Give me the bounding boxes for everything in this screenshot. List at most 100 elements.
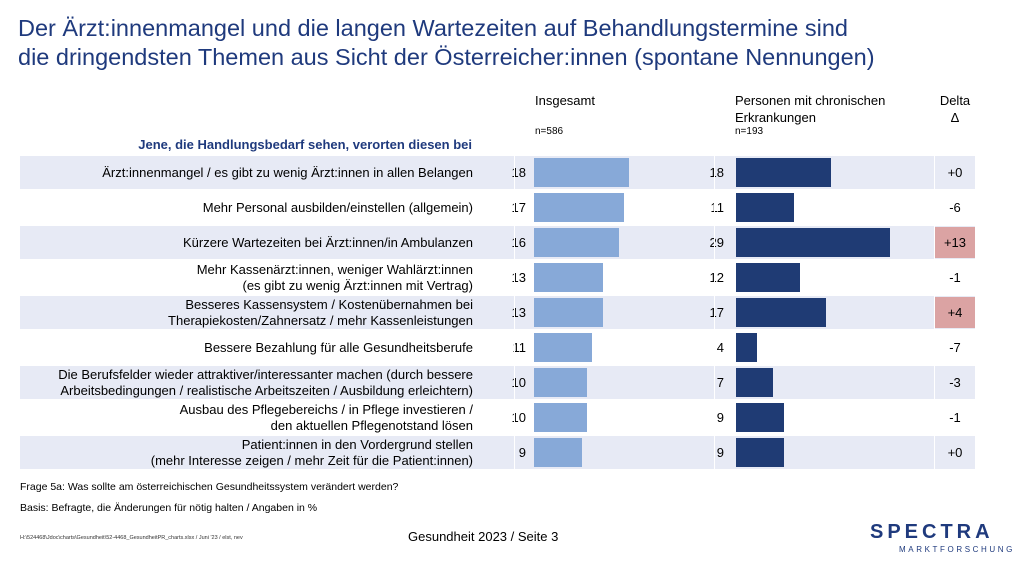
value-label-chronic: 11 <box>710 200 725 215</box>
category-label-text: Patient:innen in den Vordergrund stellen… <box>151 437 473 469</box>
chart-row: Bessere Bezahlung für alle Gesundheitsbe… <box>20 331 975 364</box>
category-label: Kürzere Wartezeiten bei Ärzt:innen/in Am… <box>20 226 473 259</box>
value-label-total: 9 <box>518 445 526 460</box>
chart-row: Besseres Kassensystem / Kostenübernahmen… <box>20 296 975 329</box>
category-label-line: Besseres Kassensystem / Kostenübernahmen… <box>185 296 473 312</box>
value-label-total: 18 <box>511 165 526 180</box>
bar-total <box>534 298 603 327</box>
bar-total <box>534 228 619 257</box>
value-label-total: 17 <box>511 200 526 215</box>
category-label-line: Arbeitsbedingungen / realistische Arbeit… <box>60 382 473 398</box>
question-note: Frage 5a: Was sollte am österreichischen… <box>20 481 399 493</box>
category-label-line: Ärzt:innenmangel / es gibt zu wenig Ärzt… <box>102 164 473 180</box>
column-header-chronic: Personen mit chronischen Erkrankungen <box>735 92 885 126</box>
category-label-line: Bessere Bezahlung für alle Gesundheitsbe… <box>204 339 473 355</box>
category-label-line: Therapiekosten/Zahnersatz / mehr Kassenl… <box>168 312 473 328</box>
bar-chronic <box>736 333 758 362</box>
bar-chart: Ärzt:innenmangel / es gibt zu wenig Ärzt… <box>20 156 975 471</box>
category-label: Besseres Kassensystem / Kostenübernahmen… <box>20 296 473 329</box>
bar-chronic <box>736 298 827 327</box>
column-divider <box>714 156 715 471</box>
chart-row: Mehr Kassenärzt:innen, weniger Wahlärzt:… <box>20 261 975 294</box>
chart-row: Die Berufsfelder wieder attraktiver/inte… <box>20 366 975 399</box>
category-label: Bessere Bezahlung für alle Gesundheitsbe… <box>20 331 473 364</box>
bar-total <box>534 403 587 432</box>
category-label: Ärzt:innenmangel / es gibt zu wenig Ärzt… <box>20 156 473 189</box>
category-label-text: Mehr Personal ausbilden/einstellen (allg… <box>203 200 473 216</box>
title-line-2: die dringendsten Themen aus Sicht der Ös… <box>18 44 875 70</box>
value-label-chronic: 4 <box>716 340 724 355</box>
delta-value: -1 <box>949 270 961 285</box>
category-label-text: Mehr Kassenärzt:innen, weniger Wahlärzt:… <box>197 262 473 294</box>
value-label-chronic: 7 <box>716 375 724 390</box>
delta-value: +4 <box>935 297 975 328</box>
category-label-line: Ausbau des Pflegebereichs / in Pflege in… <box>179 401 473 417</box>
value-label-chronic: 9 <box>716 410 724 425</box>
bar-total <box>534 193 625 222</box>
category-label-line: Kürzere Wartezeiten bei Ärzt:innen/in Am… <box>182 234 473 250</box>
file-path: H:\524468\Jdoc\charts\Gesundheit\52-4468… <box>20 535 243 541</box>
column-header-delta: Delta Δ <box>935 92 975 126</box>
value-label-chronic: 17 <box>709 305 724 320</box>
delta-value: +13 <box>935 227 975 258</box>
category-label-text: Ärzt:innenmangel / es gibt zu wenig Ärzt… <box>102 165 473 181</box>
logo-subtitle: MARKTFORSCHUNG <box>899 545 1015 554</box>
category-label: Mehr Kassenärzt:innen, weniger Wahlärzt:… <box>20 261 473 294</box>
category-label-line: Die Berufsfelder wieder attraktiver/inte… <box>58 366 473 382</box>
sample-size-chronic: n=193 <box>735 126 764 137</box>
category-label: Mehr Personal ausbilden/einstellen (allg… <box>20 191 473 224</box>
chart-row: Ausbau des Pflegebereichs / in Pflege in… <box>20 401 975 434</box>
value-label-total: 16 <box>511 235 526 250</box>
basis-note: Basis: Befragte, die Änderungen für nöti… <box>20 502 318 514</box>
column-header-delta-line-2: Δ <box>950 110 960 125</box>
column-divider <box>934 156 935 471</box>
column-divider <box>514 156 515 471</box>
spectra-logo: SPECTRA MARKTFORSCHUNG <box>870 521 1015 561</box>
category-label-text: Bessere Bezahlung für alle Gesundheitsbe… <box>204 340 473 356</box>
delta-value: -3 <box>949 375 961 390</box>
category-label: Patient:innen in den Vordergrund stellen… <box>20 436 473 469</box>
category-label-line: Mehr Personal ausbilden/einstellen (allg… <box>202 199 473 215</box>
category-label-text: Kürzere Wartezeiten bei Ärzt:innen/in Am… <box>183 235 473 251</box>
category-label: Die Berufsfelder wieder attraktiver/inte… <box>20 366 473 399</box>
bar-chronic <box>736 368 774 397</box>
chart-row: Ärzt:innenmangel / es gibt zu wenig Ärzt… <box>20 156 975 189</box>
sample-size-total: n=586 <box>535 126 564 137</box>
value-label-chronic: 29 <box>709 235 724 250</box>
chart-row: Kürzere Wartezeiten bei Ärzt:innen/in Am… <box>20 226 975 259</box>
value-label-total: 10 <box>511 375 526 390</box>
delta-value: -7 <box>949 340 961 355</box>
delta-value: +0 <box>947 165 963 180</box>
category-label-text: Die Berufsfelder wieder attraktiver/inte… <box>58 367 473 399</box>
value-label-chronic: 12 <box>709 270 724 285</box>
bar-chronic <box>736 193 795 222</box>
category-label-line: den aktuellen Pflegenotstand lösen <box>270 417 473 433</box>
value-label-chronic: 18 <box>709 165 724 180</box>
column-header-chronic-line-1: Personen mit chronischen <box>735 93 886 108</box>
column-header-total: Insgesamt <box>535 93 595 108</box>
value-label-total: 13 <box>511 305 526 320</box>
value-label-total: 11 <box>512 340 527 355</box>
column-header-delta-line-1: Delta <box>939 93 971 108</box>
value-label-total: 13 <box>511 270 526 285</box>
category-label-line: (mehr Interesse zeigen / mehr Zeit für d… <box>150 452 473 468</box>
category-label: Ausbau des Pflegebereichs / in Pflege in… <box>20 401 473 434</box>
footer-page-info: Gesundheit 2023 / Seite 3 <box>408 529 559 544</box>
chart-row: Patient:innen in den Vordergrund stellen… <box>20 436 975 469</box>
value-label-chronic: 9 <box>716 445 724 460</box>
title-line-1: Der Ärzt:innenmangel und die langen Wart… <box>18 15 848 41</box>
value-label-total: 10 <box>511 410 526 425</box>
category-label-text: Besseres Kassensystem / Kostenübernahmen… <box>168 297 473 329</box>
bar-total <box>534 263 603 292</box>
category-label-text: Ausbau des Pflegebereichs / in Pflege in… <box>180 402 473 434</box>
category-label-line: (es gibt zu wenig Ärzt:innen mit Vertrag… <box>242 277 474 293</box>
category-label-line: Patient:innen in den Vordergrund stellen <box>241 436 473 452</box>
chart-row: Mehr Personal ausbilden/einstellen (allg… <box>20 191 975 224</box>
delta-value: -6 <box>949 200 961 215</box>
bar-chronic <box>736 403 784 432</box>
chart-intro: Jene, die Handlungsbedarf sehen, verorte… <box>138 137 472 152</box>
bar-chronic <box>736 263 800 292</box>
page-title: Der Ärzt:innenmangel und die langen Wart… <box>18 14 1018 72</box>
bar-total <box>534 368 587 397</box>
bar-chronic <box>736 438 784 467</box>
